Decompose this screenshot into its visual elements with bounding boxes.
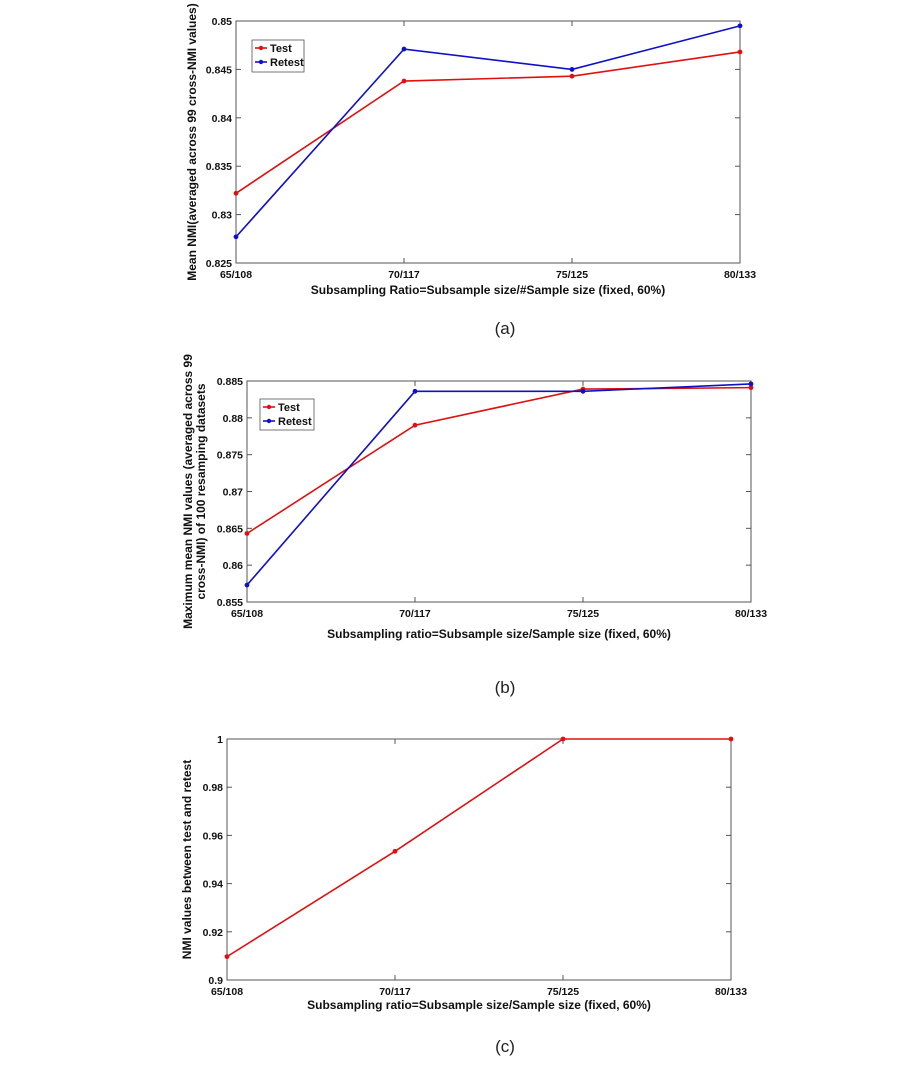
y-axis-label: Mean NMI(averaged across 99 cross-NMI va… [185, 3, 199, 280]
y-tick-label: 0.855 [217, 597, 243, 609]
data-point [412, 388, 418, 394]
legend: Test Retest [251, 39, 305, 73]
data-point [392, 848, 398, 854]
data-point [233, 190, 239, 196]
y-tick-label: 0.92 [203, 927, 224, 939]
data-point [244, 582, 250, 588]
y-axis-label: NMI values between test and retest [180, 760, 194, 959]
y-tick-label: 0.875 [217, 450, 243, 462]
y-tick-label: 0.865 [217, 523, 243, 535]
y-tick-label: 1 [217, 734, 223, 746]
legend-swatch-marker [258, 59, 264, 65]
y-tick-label: 0.835 [206, 161, 232, 173]
y-axis-label: Maximum mean NMI values (averaged across… [181, 354, 195, 629]
y-tick-label: 0.87 [223, 487, 244, 499]
data-point [401, 78, 407, 84]
legend-box [251, 39, 305, 73]
y-tick-label: 0.88 [223, 413, 244, 425]
legend-swatch-marker [258, 45, 264, 51]
x-tick-label: 75/125 [547, 986, 579, 998]
x-tick-label: 65/108 [231, 608, 263, 620]
legend-swatch-marker [266, 418, 272, 424]
data-point [569, 73, 575, 79]
y-tick-label: 0.885 [217, 376, 243, 388]
plot-area-frame [235, 20, 741, 264]
y-tick-label: 0.83 [212, 210, 233, 222]
x-axis-label: Subsampling Ratio=Subsample size/#Sample… [311, 283, 665, 297]
x-axis-label: Subsampling ratio=Subsample size/Sample … [307, 998, 651, 1012]
legend-box [259, 398, 315, 431]
x-axis-label: Subsampling ratio=Subsample size/Sample … [327, 627, 671, 641]
data-point [569, 67, 575, 72]
chart-c: 0.9 0.92 0.94 0.96 0.98 1 65/108 70/117 75/125 80… [180, 734, 747, 1056]
data-point [401, 46, 407, 52]
x-tick-label: 80/133 [715, 986, 747, 998]
data-point [748, 381, 754, 387]
legend-swatch-marker [266, 404, 272, 410]
chart-b: 0.855 0.86 0.865 0.87 0.875 0.88 0.885 65/108 70… [181, 354, 767, 697]
data-point [748, 385, 754, 391]
y-tick-label: 0.86 [223, 560, 244, 572]
data-point [233, 234, 239, 240]
x-tick-label: 70/117 [379, 986, 411, 998]
data-point [737, 49, 743, 55]
data-point [580, 388, 586, 394]
y-tick-label: 0.9 [208, 975, 223, 987]
series-line-retest [235, 25, 741, 238]
y-tick-label: 0.94 [203, 879, 224, 891]
figure-caption: (b) [495, 678, 516, 697]
data-point [737, 23, 743, 29]
legend-label: Test [270, 43, 292, 55]
legend-label: Retest [278, 416, 312, 428]
y-tick-label: 0.96 [203, 830, 224, 842]
y-tick-label: 0.98 [203, 782, 224, 794]
x-tick-label: 75/125 [556, 269, 588, 281]
figure-caption: (a) [495, 319, 516, 338]
data-point [560, 736, 566, 742]
y-tick-label: 0.825 [206, 258, 232, 270]
figure-caption: (c) [495, 1037, 515, 1056]
y-tick-label: 0.85 [212, 16, 233, 28]
y-tick-label: 0.845 [206, 64, 232, 76]
legend: Test Retest [259, 398, 315, 431]
data-point [412, 422, 418, 428]
data-point [728, 736, 734, 742]
x-tick-label: 80/133 [735, 608, 767, 620]
y-axis-label: cross-NMI) of 100 resamping datasets [194, 383, 208, 599]
x-tick-label: 80/133 [724, 269, 756, 281]
x-tick-label: 70/117 [388, 269, 420, 281]
x-tick-label: 75/125 [567, 608, 599, 620]
y-tick-label: 0.84 [212, 113, 233, 125]
plot-area-frame [226, 738, 732, 981]
legend-label: Retest [270, 57, 304, 69]
data-point [244, 531, 250, 536]
plot-area-frame [246, 380, 752, 603]
series-line-test [246, 386, 752, 535]
data-point [224, 954, 230, 960]
chart-a: 0.825 0.83 0.835 0.84 0.845 0.85 65/108 70/117 7… [185, 3, 756, 338]
series-line-retest [246, 383, 752, 586]
x-tick-label: 65/108 [211, 986, 243, 998]
x-tick-label: 65/108 [220, 269, 252, 281]
legend-label: Test [278, 402, 300, 414]
series-line-test-retest-nmi [226, 738, 731, 958]
x-tick-label: 70/117 [399, 608, 431, 620]
series-line-test [235, 51, 741, 194]
